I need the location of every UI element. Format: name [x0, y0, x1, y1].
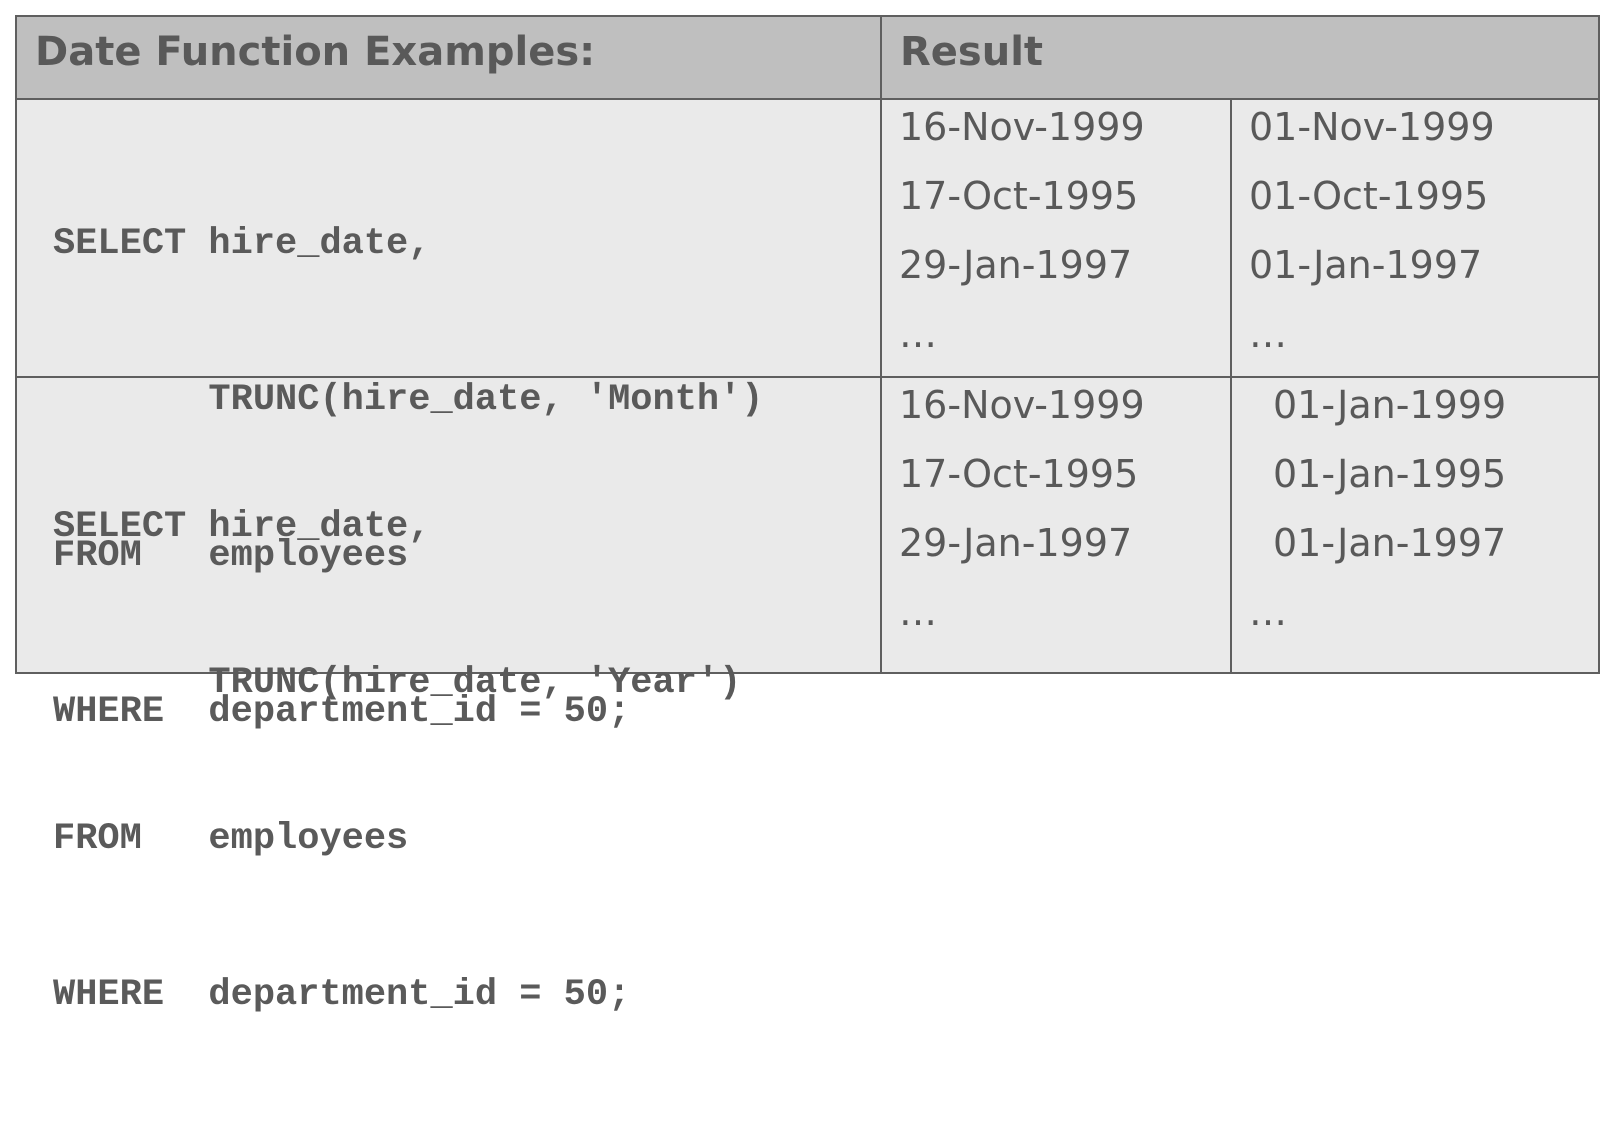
code-line: FROM employees: [53, 818, 409, 860]
hire-date-value: 16-Nov-1999: [899, 105, 1145, 149]
hire-date-value: …: [899, 590, 937, 634]
hire-date-value: 16-Nov-1999: [899, 383, 1145, 427]
result-column-divider: [1230, 100, 1232, 672]
code-line: FROM employees: [53, 535, 409, 577]
truncated-date-value: 01-Jan-1995: [1273, 452, 1507, 496]
code-line: SELECT hire_date,: [53, 223, 431, 265]
truncated-date-value: 01-Nov-1999: [1249, 105, 1495, 149]
truncated-date-column: 01-Jan-1999 01-Jan-1995 01-Jan-1997 …: [1249, 377, 1507, 653]
date-function-table: Date Function Examples: Result SELECT hi…: [15, 15, 1600, 1016]
truncated-date-value: 01-Oct-1995: [1249, 174, 1489, 218]
code-line: TRUNC(hire_date, 'Month'): [53, 379, 764, 421]
hire-date-column: 16-Nov-1999 17-Oct-1995 29-Jan-1997 …: [899, 377, 1145, 653]
hire-date-value: …: [899, 312, 937, 356]
row-divider: [17, 376, 1598, 378]
code-line: TRUNC(hire_date, 'Year'): [53, 662, 742, 704]
truncated-date-value: 01-Jan-1997: [1273, 521, 1507, 565]
truncated-date-value: …: [1249, 590, 1287, 634]
hire-date-column: 16-Nov-1999 17-Oct-1995 29-Jan-1997 …: [899, 99, 1145, 375]
truncated-date-value: 01-Jan-1997: [1249, 243, 1483, 287]
column-divider: [880, 17, 882, 672]
truncated-date-value: …: [1249, 312, 1287, 356]
code-line: WHERE department_id = 50;: [53, 974, 631, 1016]
code-line: SELECT hire_date,: [53, 506, 431, 548]
hire-date-value: 17-Oct-1995: [899, 174, 1139, 218]
hire-date-value: 29-Jan-1997: [899, 243, 1133, 287]
hire-date-value: 29-Jan-1997: [899, 521, 1133, 565]
examples-header: Date Function Examples:: [35, 29, 596, 75]
truncated-date-column: 01-Nov-1999 01-Oct-1995 01-Jan-1997 …: [1249, 99, 1495, 375]
truncated-date-value: 01-Jan-1999: [1273, 383, 1507, 427]
hire-date-value: 17-Oct-1995: [899, 452, 1139, 496]
table-header: Date Function Examples: Result: [17, 17, 1598, 100]
result-header: Result: [900, 29, 1044, 75]
sql-example-year: SELECT hire_date, TRUNC(hire_date, 'Year…: [53, 397, 741, 1125]
